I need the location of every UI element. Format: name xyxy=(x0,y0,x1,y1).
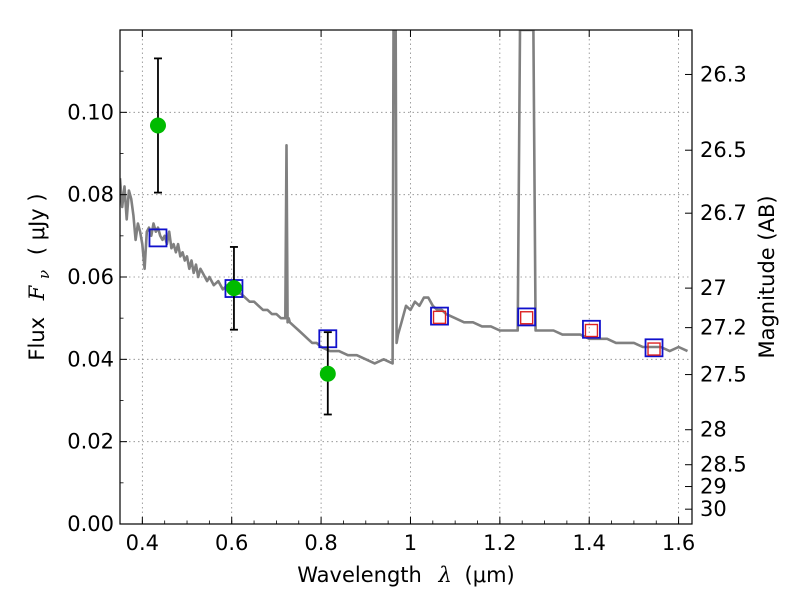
y-axis-label-text: Flux xyxy=(25,317,49,361)
y2-tick-label: 27.5 xyxy=(700,363,747,387)
y-axis-label-symbol: F xyxy=(25,284,49,301)
y-axis-label-subscript: ν xyxy=(35,270,53,279)
model-spectrum-line xyxy=(120,30,689,365)
y-tick-label: 0.06 xyxy=(67,265,114,289)
x-tick-label: 1.4 xyxy=(573,531,606,555)
model-phot-square xyxy=(582,319,601,339)
y2-tick-label: 29 xyxy=(700,475,727,499)
y-tick-label: 0.00 xyxy=(67,512,114,536)
x-tick-label: 1 xyxy=(404,531,417,555)
y2-tick-label: 30 xyxy=(700,497,727,521)
model-phot-nir-square xyxy=(584,323,599,338)
x-axis-label: Wavelength λ (μm) xyxy=(297,563,514,587)
model-phot-square xyxy=(644,338,664,358)
x-tick-label: 0.6 xyxy=(215,531,248,555)
x-axis-label-text: Wavelength xyxy=(297,563,422,587)
plot-area xyxy=(120,30,689,416)
model-phot-square xyxy=(430,306,449,326)
ticks: 0.4 0.6 0.8 1 1.2 1.4 1.6 0.00 0.02 0.04 0.06 0.08 0… xyxy=(67,30,747,555)
x-tick-label: 0.8 xyxy=(304,531,337,555)
observed-point xyxy=(319,365,336,382)
y2-tick-label: 26.5 xyxy=(700,138,747,162)
model-phot-square xyxy=(148,228,168,248)
y2-tick-label: 26.3 xyxy=(700,62,747,86)
observed-point xyxy=(225,280,242,297)
y2-tick-label: 27.2 xyxy=(700,316,747,340)
y2-tick-label: 28.5 xyxy=(700,453,747,477)
x-axis-label-unit: (μm) xyxy=(465,563,515,587)
y-axis-label-unit: ( μJy ) xyxy=(25,193,49,255)
model-phot-nir-square xyxy=(432,310,447,325)
y-tick-label: 0.04 xyxy=(67,347,114,371)
x-axis-label-symbol: λ xyxy=(438,563,452,587)
y2-tick-label: 28 xyxy=(700,418,727,442)
y-tick-label: 0.08 xyxy=(67,183,114,207)
y-tick-label: 0.10 xyxy=(67,100,114,124)
y2-tick-label: 26.7 xyxy=(700,201,747,225)
y2-tick-label: 27 xyxy=(700,276,727,300)
model-phot-square xyxy=(517,307,537,327)
model-phot-nir-square xyxy=(647,342,661,356)
y-tick-label: 0.02 xyxy=(67,430,114,454)
x-tick-label: 1.2 xyxy=(483,531,516,555)
x-tick-label: 0.4 xyxy=(126,531,159,555)
y2-axis-label: Magnitude (AB) xyxy=(755,195,779,358)
model-phot-nir-square xyxy=(519,311,534,325)
x-tick-label: 1.6 xyxy=(662,531,695,555)
y-axis-label: Flux F ν ( μJy ) xyxy=(25,193,54,360)
grid xyxy=(120,30,692,524)
observed-point xyxy=(149,117,166,134)
